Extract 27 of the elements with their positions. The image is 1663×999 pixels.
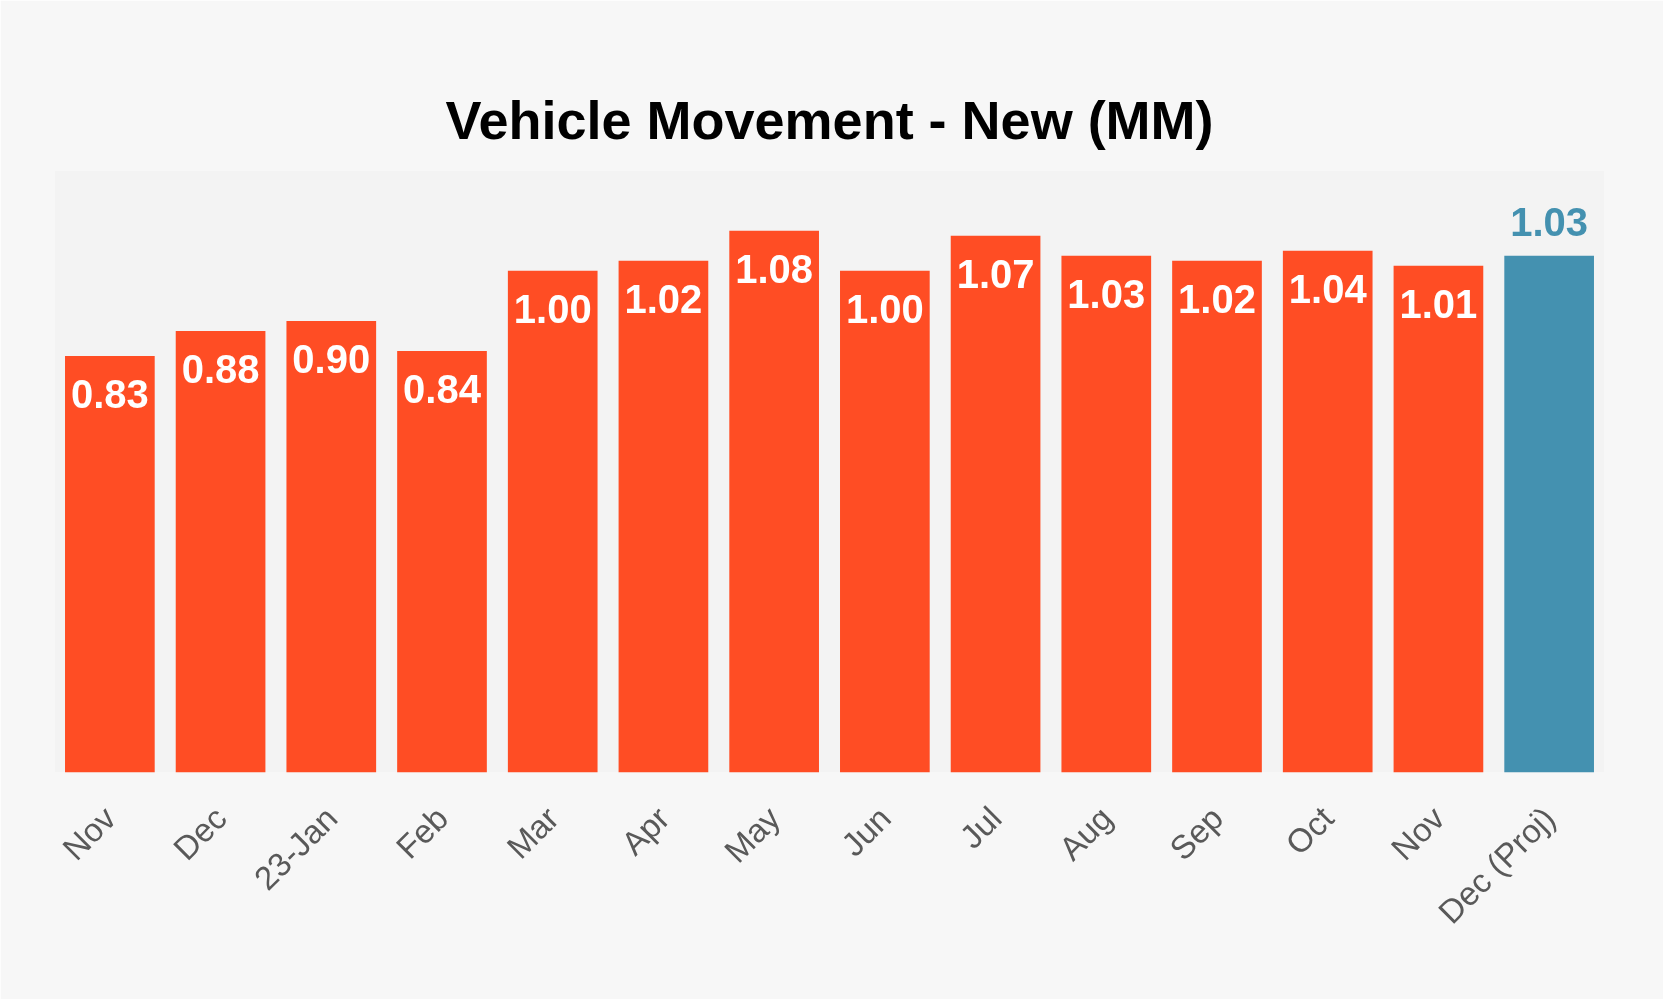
data-label: 1.01 bbox=[1399, 281, 1478, 326]
data-label: 1.02 bbox=[624, 276, 703, 321]
x-tick-label: May bbox=[716, 799, 788, 870]
x-tick-label: Nov bbox=[55, 799, 124, 868]
data-label: 0.88 bbox=[181, 347, 260, 392]
x-tick-label: Feb bbox=[388, 799, 456, 866]
data-label: 1.03 bbox=[1510, 199, 1589, 244]
data-label: 1.04 bbox=[1288, 266, 1368, 311]
x-tick-label: Dec bbox=[165, 799, 234, 868]
x-tick-label: Oct bbox=[1278, 799, 1341, 862]
x-tick-label: Jun bbox=[834, 799, 898, 864]
data-label: 1.00 bbox=[845, 286, 924, 331]
x-tick-label: Apr bbox=[614, 799, 677, 862]
x-tick-label: Mar bbox=[499, 799, 566, 866]
data-label: 1.08 bbox=[735, 246, 814, 291]
data-label: 1.07 bbox=[956, 251, 1035, 296]
x-tick-label: Nov bbox=[1383, 799, 1452, 868]
data-label: 0.90 bbox=[292, 337, 371, 381]
x-tick-label: Sep bbox=[1162, 799, 1231, 868]
x-tick-label: Aug bbox=[1051, 799, 1120, 868]
data-label: 1.03 bbox=[1067, 271, 1146, 316]
data-label: 1.00 bbox=[513, 286, 592, 331]
data-label: 0.83 bbox=[70, 372, 149, 417]
data-label: 1.02 bbox=[1178, 276, 1256, 321]
data-label: 0.84 bbox=[403, 367, 482, 412]
chart-title: Vehicle Movement - New (MM) bbox=[445, 89, 1214, 150]
x-tick-label: Jul bbox=[952, 799, 1009, 856]
